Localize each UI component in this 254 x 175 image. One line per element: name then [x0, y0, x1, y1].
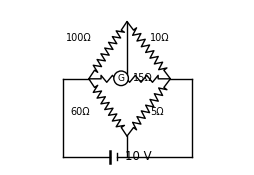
Circle shape: [114, 71, 128, 86]
Text: 100Ω: 100Ω: [66, 33, 91, 43]
Text: 15Ω: 15Ω: [133, 73, 153, 83]
Text: 5Ω: 5Ω: [150, 107, 164, 117]
Text: 10Ω: 10Ω: [150, 33, 170, 43]
Text: 60Ω: 60Ω: [70, 107, 90, 117]
Text: 10 V: 10 V: [125, 150, 152, 163]
Text: G: G: [118, 74, 125, 83]
